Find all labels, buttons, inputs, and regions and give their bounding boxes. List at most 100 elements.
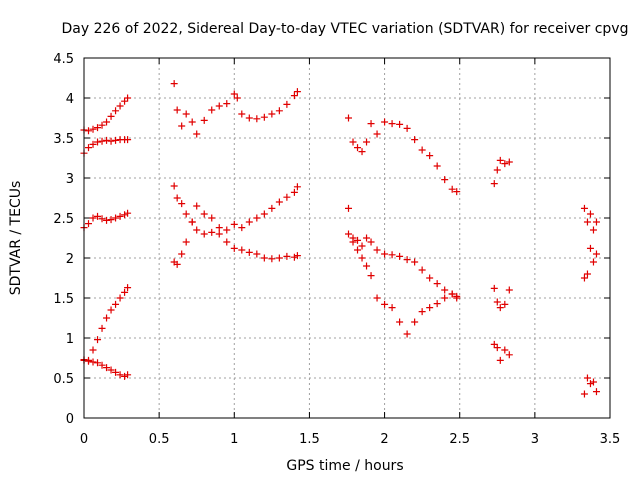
data-point (388, 304, 396, 312)
x-tick-label: 3.5 (600, 432, 621, 447)
data-point (283, 193, 291, 201)
data-point (411, 136, 419, 144)
y-tick-label: 2.5 (53, 212, 74, 227)
data-point (354, 236, 362, 244)
data-point (173, 106, 181, 114)
x-tick-label: 3 (531, 432, 539, 447)
data-point (367, 238, 375, 246)
data-point (94, 212, 102, 220)
data-point (112, 214, 120, 222)
data-point (170, 80, 178, 88)
data-point (238, 224, 246, 232)
data-point (580, 204, 588, 212)
data-point (586, 380, 594, 388)
data-point (208, 106, 216, 114)
y-tick-label: 1.5 (53, 292, 74, 307)
data-point (173, 260, 181, 268)
data-point (589, 226, 597, 234)
y-tick-label: 3 (66, 172, 74, 187)
plot-frame (83, 57, 611, 419)
data-point (223, 100, 231, 108)
data-point (453, 188, 461, 196)
data-point (580, 390, 588, 398)
data-point (230, 244, 238, 252)
data-point (178, 200, 186, 208)
data-point (268, 110, 276, 118)
data-point (121, 211, 129, 219)
data-point (411, 318, 419, 326)
data-point (173, 194, 181, 202)
data-point (441, 176, 449, 184)
data-point (293, 252, 301, 260)
y-tick-label: 4 (66, 92, 74, 107)
data-point (215, 224, 223, 232)
data-point (354, 246, 362, 254)
data-point (490, 340, 498, 348)
data-point (388, 251, 396, 259)
data-point (586, 210, 594, 218)
y-axis-label: SDTVAR / TECUs (8, 181, 24, 296)
data-point (124, 209, 132, 217)
data-point (505, 286, 513, 294)
data-point (592, 388, 600, 396)
data-point (200, 116, 208, 124)
data-point (501, 346, 509, 354)
data-point (89, 346, 97, 354)
data-point (501, 300, 509, 308)
data-point (89, 125, 97, 133)
data-point (403, 124, 411, 132)
data-point (182, 238, 190, 246)
data-point (107, 137, 115, 145)
data-point (89, 358, 97, 366)
data-point (433, 300, 441, 308)
chart-title: Day 226 of 2022, Sidereal Day-to-day VTE… (62, 21, 629, 37)
data-point (245, 114, 253, 122)
data-point (188, 218, 196, 226)
data-point (354, 144, 362, 152)
data-point (103, 118, 111, 126)
data-point (418, 146, 426, 154)
data-point (448, 185, 456, 193)
data-point (433, 162, 441, 170)
data-point (253, 214, 261, 222)
data-point (121, 97, 129, 105)
data-point (396, 318, 404, 326)
data-point (107, 112, 115, 120)
data-point (98, 137, 106, 145)
data-point (116, 294, 124, 302)
data-point (238, 246, 246, 254)
data-point (493, 344, 501, 352)
data-point (230, 90, 238, 98)
y-tick-label: 3.5 (53, 132, 74, 147)
data-point (85, 127, 93, 135)
data-point (103, 314, 111, 322)
data-point (496, 356, 504, 364)
data-point (290, 253, 298, 261)
data-point (200, 210, 208, 218)
data-point (112, 136, 120, 144)
data-point (112, 368, 120, 376)
x-tick-label: 0 (80, 432, 88, 447)
data-point (124, 371, 132, 379)
data-point (403, 330, 411, 338)
data-point (116, 371, 124, 379)
data-point (260, 210, 268, 218)
data-point (358, 242, 366, 250)
data-point (586, 244, 594, 252)
data-point (182, 210, 190, 218)
data-point (112, 107, 120, 115)
data-point (349, 138, 357, 146)
data-point (89, 214, 97, 222)
data-point (170, 182, 178, 190)
data-point (381, 300, 389, 308)
data-point (223, 226, 231, 234)
data-point (448, 290, 456, 298)
data-point (426, 274, 434, 282)
data-point (268, 255, 276, 263)
data-point (89, 140, 97, 148)
data-point (493, 166, 501, 174)
data-point (208, 228, 216, 236)
data-point (223, 238, 231, 246)
data-point (580, 274, 588, 282)
